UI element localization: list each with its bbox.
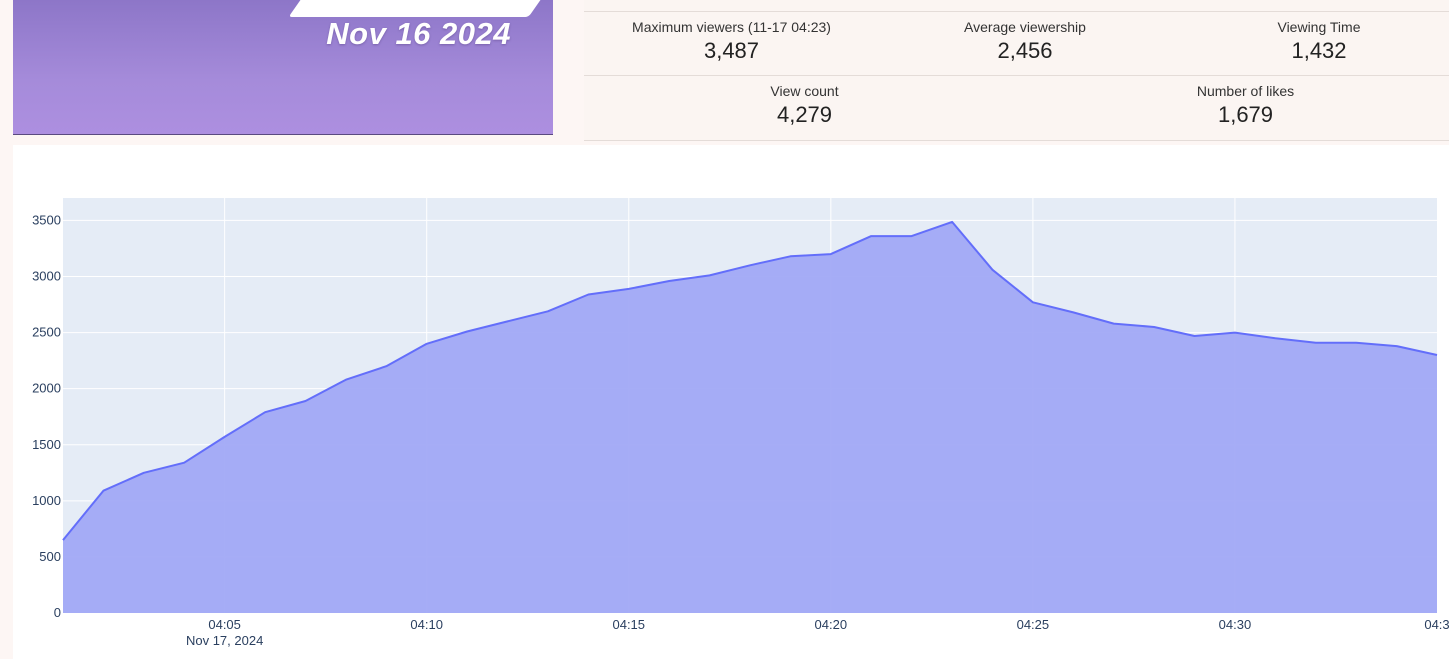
stat-max-viewers: Maximum viewers (11-17 04:23) 3,487 (584, 12, 879, 64)
data-point[interactable]: 04:15 — 2890 (626, 286, 632, 292)
data-point[interactable]: 04:02 — 1090 (100, 488, 106, 494)
viewers-series-line (62, 220, 1438, 541)
stats-row-1: Maximum viewers (11-17 04:23) 3,487 Aver… (584, 11, 1449, 76)
x-tick-label: 04:10 (410, 617, 443, 632)
data-point[interactable]: 04:09 — 2200 (383, 363, 389, 369)
stat-label: Maximum viewers (11-17 04:23) (632, 19, 831, 35)
data-point[interactable]: 04:22 — 3360 (909, 233, 915, 239)
y-tick-label: 3000 (32, 269, 61, 284)
x-tick-label: 04:3 (1424, 617, 1449, 632)
data-point[interactable]: 04:27 — 2580 (1111, 321, 1117, 327)
x-tick-label: 04:20 (815, 617, 848, 632)
stat-label: Number of likes (1196, 83, 1295, 99)
viewers-area-chart[interactable]: 04:01 — 650 04:02 — 1090 04:03 — 1250 04:04… (13, 145, 1449, 659)
stats-panel: Maximum viewers (11-17 04:23) 3,487 Aver… (584, 0, 1449, 141)
data-point[interactable]: 04:31 — 2450 (1272, 335, 1278, 341)
data-point[interactable]: 04:35 — 2300 (1434, 352, 1440, 358)
banner-chip (288, 0, 548, 17)
stat-value: 4,279 (776, 102, 833, 127)
data-point[interactable]: 04:06 — 1790 (262, 409, 268, 415)
data-point[interactable]: 04:13 — 2690 (545, 308, 551, 314)
y-tick-label: 2000 (32, 381, 61, 396)
stat-avg-viewership: Average viewership 2,456 (879, 12, 1171, 64)
x-tick-label: 04:30 (1219, 617, 1252, 632)
stat-viewing-time: Viewing Time 1,432 (1171, 12, 1449, 64)
stat-likes: Number of likes 1,679 (1025, 76, 1449, 128)
banner-date: Nov 16 2024 (326, 16, 511, 51)
y-tick-label: 500 (39, 549, 61, 564)
data-point[interactable]: 04:14 — 2840 (585, 292, 591, 298)
data-point[interactable]: 04:05 — 1570 (222, 434, 228, 440)
stat-value: 1,679 (1217, 102, 1274, 127)
stat-view-count: View count 4,279 (584, 76, 1025, 128)
data-point[interactable]: 04:17 — 3010 (707, 272, 713, 278)
stat-value: 1,432 (1291, 38, 1347, 63)
data-point[interactable]: 04:32 — 2410 (1313, 340, 1319, 346)
stats-row-2: View count 4,279 Number of likes 1,679 (584, 75, 1449, 141)
y-tick-label: 1500 (32, 437, 61, 452)
data-point[interactable]: 04:08 — 2080 (343, 377, 349, 383)
data-point[interactable]: 04:34 — 2380 (1394, 343, 1400, 349)
x-tick-label: 04:15 (612, 617, 645, 632)
data-point[interactable]: 04:33 — 2410 (1353, 340, 1359, 346)
data-point[interactable]: 04:18 — 3100 (747, 262, 753, 268)
data-point[interactable]: 04:03 — 1250 (141, 470, 147, 476)
data-point[interactable]: 04:29 — 2470 (1192, 333, 1198, 339)
stat-value: 3,487 (703, 38, 760, 63)
data-point[interactable]: 04:10 — 2400 (424, 341, 430, 347)
data-point[interactable]: 04:20 — 3200 (828, 251, 834, 257)
data-point[interactable]: 04:04 — 1340 (181, 460, 187, 466)
data-point[interactable]: 04:28 — 2550 (1151, 324, 1157, 330)
y-tick-label: 2500 (32, 325, 61, 340)
stat-label: Viewing Time (1277, 19, 1361, 35)
data-point[interactable]: 04:07 — 1890 (303, 398, 309, 404)
data-point[interactable]: 04:24 — 3060 (990, 267, 996, 273)
data-point[interactable]: 04:30 — 2500 (1232, 330, 1238, 336)
y-tick-label: 3500 (32, 212, 61, 227)
data-point[interactable]: 04:23 — 3487 (949, 219, 955, 225)
data-point[interactable]: 04:19 — 3180 (787, 253, 793, 259)
stat-label: View count (770, 83, 839, 99)
x-tick-label: 04:25 (1017, 617, 1050, 632)
data-point[interactable]: 04:01 — 650 (60, 537, 66, 543)
stream-banner: Nov 16 2024 (13, 0, 553, 135)
data-point[interactable]: 04:25 — 2770 (1030, 299, 1036, 305)
x-date-label: Nov 17, 2024 (186, 633, 263, 648)
x-tick-label: 04:05 (208, 617, 241, 632)
stat-value: 2,456 (997, 38, 1053, 63)
data-point[interactable]: 04:12 — 2600 (505, 318, 511, 324)
data-point[interactable]: 04:16 — 2960 (666, 278, 672, 284)
data-point[interactable]: 04:11 — 2510 (464, 329, 470, 335)
data-point[interactable]: 04:26 — 2680 (1070, 309, 1076, 315)
y-tick-label: 0 (54, 605, 61, 620)
stat-label: Average viewership (964, 19, 1086, 35)
data-point[interactable]: 04:21 — 3360 (868, 233, 874, 239)
viewers-area-fill (63, 221, 1437, 613)
viewers-chart-container: 04:01 — 650 04:02 — 1090 04:03 — 1250 04:04… (13, 145, 1449, 659)
y-tick-label: 1000 (32, 493, 61, 508)
